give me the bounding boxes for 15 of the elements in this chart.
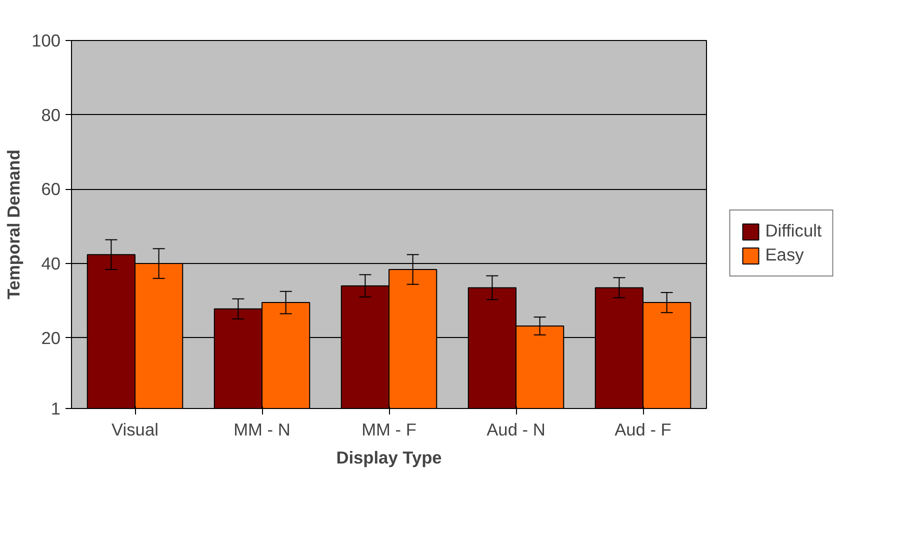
y-tick-label: 100 (32, 30, 61, 50)
x-tick-label: Aud - F (614, 420, 672, 440)
y-tick-label: 60 (41, 179, 61, 200)
y-axis-title: Temporal Demand (4, 150, 24, 300)
x-tick-label: MM - F (362, 420, 416, 440)
x-tick-label: Visual (112, 420, 158, 440)
x-axis-title: Display Type (336, 448, 442, 468)
y-tick-label: 40 (41, 254, 61, 274)
legend-label: Difficult (765, 220, 822, 242)
y-tick-label: 1 (50, 398, 61, 418)
x-tick-label: MM - N (234, 420, 290, 440)
y-tick-label: 20 (41, 328, 61, 348)
legend-label: Easy (765, 244, 804, 266)
y-tick-label: 80 (41, 104, 61, 125)
x-tick-label: Aud - N (486, 420, 546, 440)
